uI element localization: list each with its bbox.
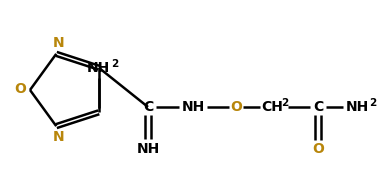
Text: NH: NH [345,100,369,114]
Text: O: O [230,100,242,114]
Text: 2: 2 [281,98,289,108]
Text: CH: CH [261,100,283,114]
Text: C: C [313,100,323,114]
Text: O: O [312,142,324,156]
Text: C: C [143,100,153,114]
Text: 2: 2 [369,98,377,108]
Text: NH: NH [182,100,205,114]
Text: NH: NH [87,61,110,75]
Text: N: N [53,36,64,50]
Text: O: O [14,82,26,96]
Text: N: N [53,130,64,144]
Text: NH: NH [136,142,159,156]
Text: 2: 2 [111,59,118,69]
